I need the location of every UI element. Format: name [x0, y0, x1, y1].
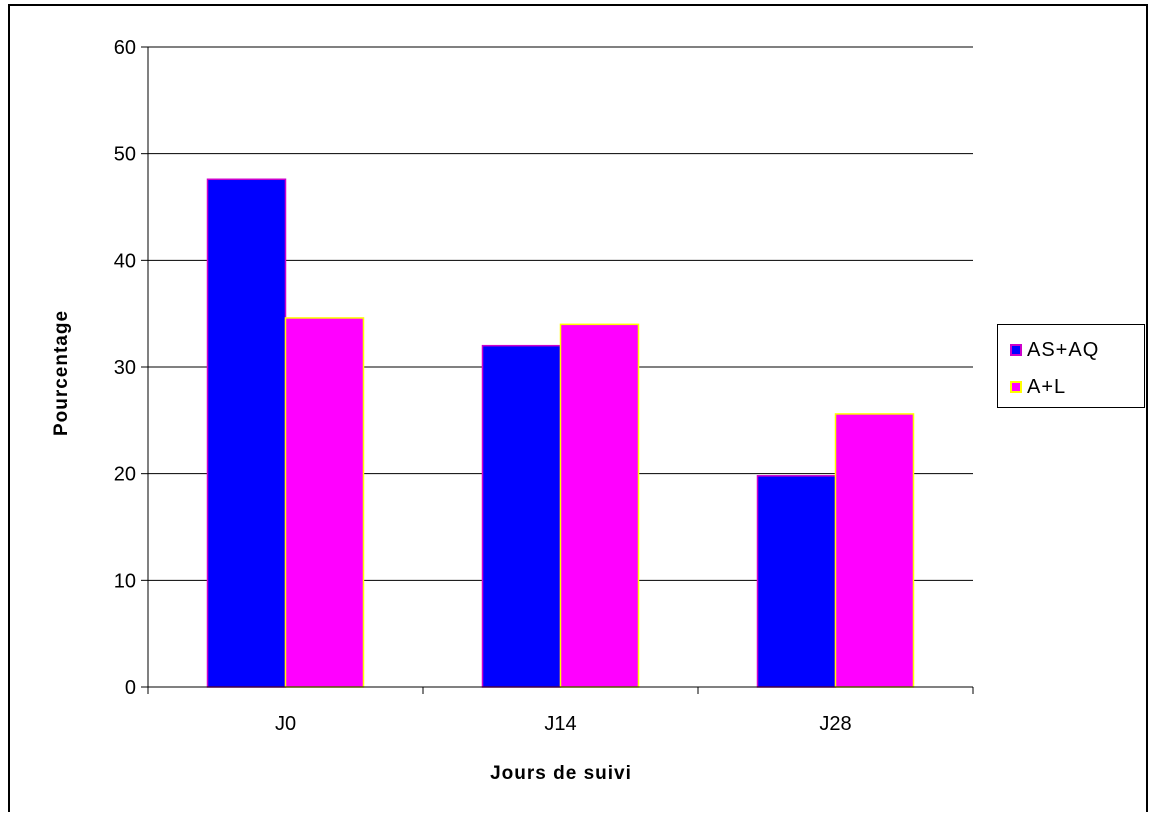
y-tick-label-30: 30 — [114, 357, 136, 379]
legend-swatch-series-1 — [1010, 344, 1022, 356]
y-tick-label-50: 50 — [114, 144, 136, 166]
y-tick-label-10: 10 — [114, 570, 136, 592]
legend-item-series-1: AS+AQ — [1010, 338, 1099, 362]
y-axis-title: Pourcentage — [51, 310, 72, 436]
legend: AS+AQ A+L — [997, 324, 1145, 408]
bar-A+L-J14 — [559, 323, 640, 688]
legend-label-series-2: A+L — [1027, 375, 1067, 398]
tick-labels: 0 10 20 30 40 50 60 J0 J14 J28 — [114, 37, 852, 735]
legend-item-series-2: A+L — [1010, 375, 1066, 399]
legend-swatch-series-2 — [1010, 381, 1022, 393]
y-tick-label-0: 0 — [125, 677, 136, 699]
x-tick-label-J14: J14 — [544, 713, 576, 735]
bars — [206, 178, 915, 688]
x-axis-title: Jours de suivi — [490, 763, 632, 784]
bar-AS+AQ-J28 — [756, 475, 837, 688]
y-tick-label-60: 60 — [114, 37, 136, 59]
bar-A+L-J28 — [834, 413, 915, 688]
y-tick-label-20: 20 — [114, 464, 136, 486]
legend-label-series-1: AS+AQ — [1027, 338, 1100, 361]
bar-AS+AQ-J0 — [206, 178, 287, 688]
chart-frame — [8, 4, 1148, 812]
x-tick-label-J28: J28 — [819, 713, 851, 735]
x-tick-label-J0: J0 — [275, 713, 296, 735]
bar-AS+AQ-J14 — [481, 344, 562, 688]
y-tick-label-40: 40 — [114, 250, 136, 272]
bar-A+L-J0 — [284, 317, 365, 688]
axes — [141, 46, 974, 694]
